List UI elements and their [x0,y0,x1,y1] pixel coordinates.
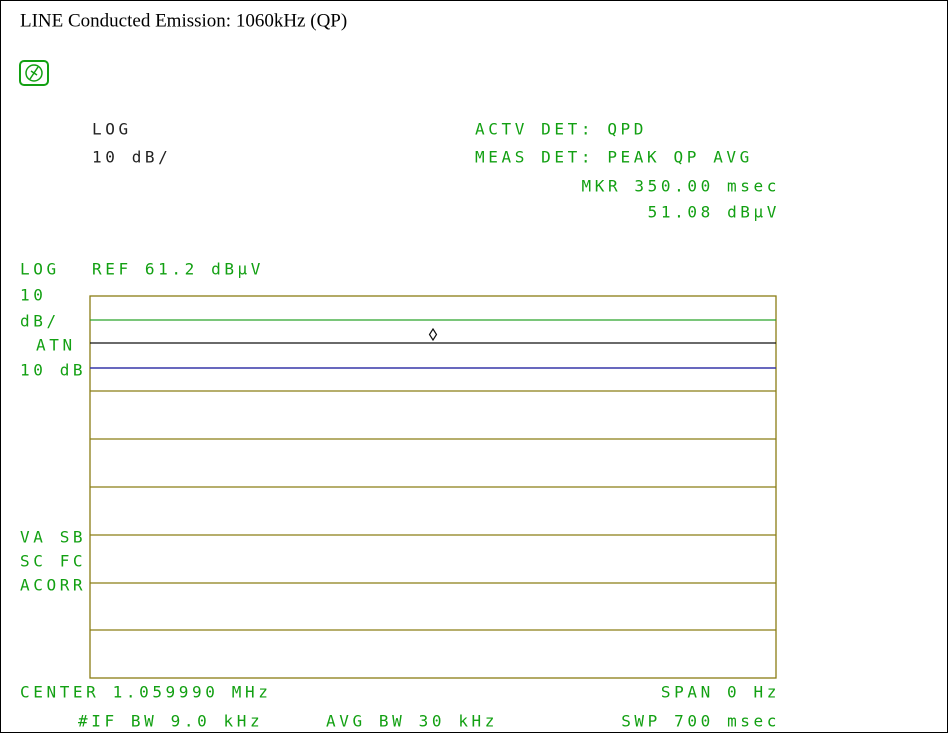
center-frequency: CENTER 1.059990 MHz [20,683,271,702]
sweep-time: SWP 700 msec [621,712,780,731]
atn-value: 10 dB [20,361,86,380]
div-num: 10 [20,286,46,305]
span: SPAN 0 Hz [661,683,780,702]
logo [19,60,49,86]
va-sb: VA SB [20,528,86,547]
scale-div: 10 dB/ [92,148,171,167]
ref-scale: LOG [20,260,60,279]
atn-label: ATN [36,336,76,355]
marker-time: MKR 350.00 msec [582,177,781,196]
sc-fc: SC FC [20,552,86,571]
marker [428,327,438,342]
ref-level: REF 61.2 dBµV [92,260,264,279]
page-title: LINE Conducted Emission: 1060kHz (QP) [20,10,347,31]
measure-detector: MEAS DET: PEAK QP AVG [475,148,753,167]
acorr: ACORR [20,576,86,595]
div-unit: dB/ [20,312,60,331]
active-detector: ACTV DET: QPD [475,120,647,139]
marker-level: 51.08 dBµV [648,203,780,222]
avg-bandwidth: AVG BW 30 kHz [326,712,498,731]
scale-label: LOG [92,120,132,139]
graticule [89,295,777,679]
if-bandwidth: #IF BW 9.0 kHz [78,712,263,731]
